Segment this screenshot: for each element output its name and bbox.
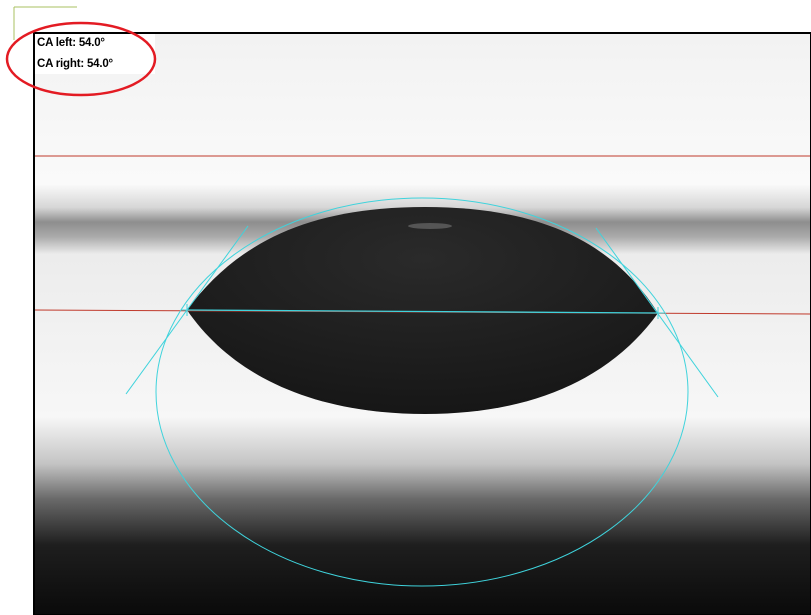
readout-highlight-ring <box>5 21 157 97</box>
image-frame <box>33 32 811 615</box>
corner-marker <box>13 6 77 40</box>
right-contact-point <box>652 307 664 319</box>
contact-angle-left-readout: CA left: 54.0° <box>37 37 105 49</box>
fitted-ellipse <box>155 197 689 587</box>
droplet-highlight <box>408 223 452 229</box>
contact-line <box>186 309 659 314</box>
left-contact-point <box>181 304 193 316</box>
contact-angle-right-readout: CA right: 54.0° <box>37 58 113 70</box>
droplet <box>187 207 658 414</box>
